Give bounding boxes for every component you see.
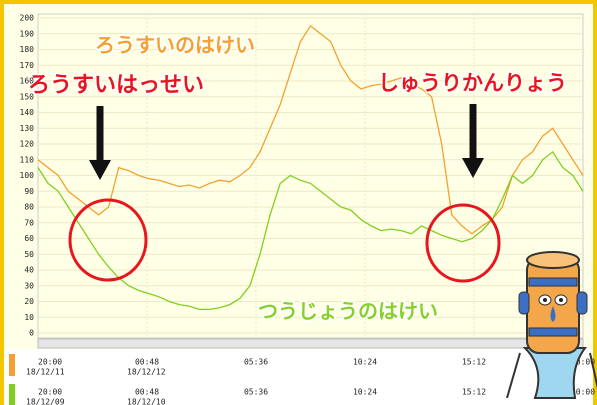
x-tick-label: 15:12 <box>462 388 486 397</box>
y-tick-label: 180 <box>20 45 35 54</box>
y-tick-label: 170 <box>20 61 35 70</box>
y-tick-label: 40 <box>24 266 34 275</box>
x-tick-label: 15:12 <box>462 358 486 367</box>
y-tick-label: 90 <box>24 187 34 196</box>
series-swatch <box>9 384 15 405</box>
y-tick-label: 130 <box>20 124 35 133</box>
y-tick-label: 100 <box>20 171 35 180</box>
x-tick-label: 05:36 <box>244 358 268 367</box>
y-tick-label: 120 <box>20 140 35 149</box>
annotation: しゅうりかんりょう <box>378 71 567 95</box>
x-tick-label: 00:48 <box>135 358 159 367</box>
x-date-label: 18/12/09 <box>26 398 65 405</box>
y-tick-label: 160 <box>20 77 35 86</box>
y-tick-label: 50 <box>24 250 34 259</box>
chart: ろうすいのはけいろうすいはっせい しゅうりかんりょうつうじょうのはけい 0 10 20… <box>0 0 597 405</box>
y-tick-label: 200 <box>20 14 35 23</box>
x-tick-label: 20:00 <box>38 388 62 397</box>
y-tick-label: 150 <box>20 92 35 101</box>
x-tick-label: 20:00 <box>38 358 62 367</box>
annotation: つうじょうのはけい <box>258 299 438 323</box>
x-date-label: 18/12/12 <box>127 368 166 377</box>
annotation: ろうすいはっせい <box>28 73 204 98</box>
y-tick-label: 70 <box>24 218 34 227</box>
x-date-label: 18/12/11 <box>26 368 65 377</box>
y-tick-label: 0 <box>29 329 34 338</box>
scrollbar[interactable] <box>38 339 583 348</box>
series-swatch <box>9 354 15 376</box>
y-tick-label: 20 <box>24 297 34 306</box>
y-tick-label: 30 <box>24 281 34 290</box>
y-tick-label: 60 <box>24 234 34 243</box>
x-tick-label: 10:24 <box>353 388 377 397</box>
y-tick-label: 80 <box>24 203 34 212</box>
y-tick-label: 190 <box>20 29 35 38</box>
x-tick-label: 00:48 <box>135 388 159 397</box>
x-date-label: 18/12/10 <box>127 398 166 405</box>
annotation: ろうすいのはけい <box>95 33 255 57</box>
x-tick-label: 05:36 <box>244 388 268 397</box>
x-tick-label: 10:24 <box>353 358 377 367</box>
y-tick-label: 140 <box>20 108 35 117</box>
y-tick-label: 110 <box>20 155 35 164</box>
y-tick-label: 10 <box>24 313 34 322</box>
axis-panel <box>4 349 593 405</box>
